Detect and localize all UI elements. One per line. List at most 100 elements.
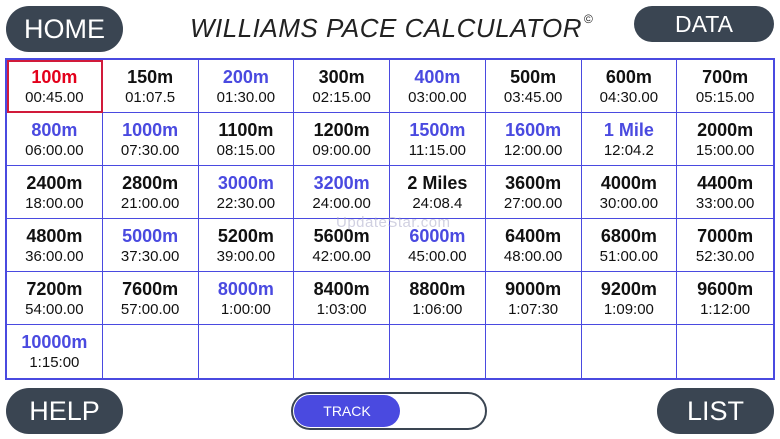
distance-cell[interactable]: 8400m 1:03:00	[294, 272, 390, 325]
distance-label: 3200m	[313, 172, 370, 193]
time-label: 21:00.00	[120, 194, 180, 212]
distance-cell[interactable]: 1500m 11:15.00	[390, 113, 486, 166]
time-label: 07:30.00	[120, 141, 180, 159]
distance-label: 9200m	[600, 278, 657, 299]
time-label: 09:00.00	[312, 141, 371, 159]
distance-cell[interactable]: 7200m 54:00.00	[7, 272, 103, 325]
app-title: WILLIAMS PACE CALCULATOR ©	[190, 12, 610, 44]
time-label: 24:00.00	[312, 194, 371, 212]
distance-cell[interactable]: 2400m 18:00.00	[7, 166, 103, 219]
distance-cell[interactable]: 10000m 1:15:00	[7, 325, 103, 378]
distance-label: 100m	[31, 66, 78, 87]
distance-cell[interactable]: 9200m 1:09:00	[581, 272, 678, 325]
distance-cell[interactable]: 200m 01:30.00	[198, 60, 295, 113]
time-label: 27:00.00	[503, 194, 563, 212]
distance-cell[interactable]: 800m 06:00.00	[7, 113, 103, 166]
distance-label: 4800m	[26, 225, 83, 246]
distance-label: 3600m	[505, 172, 562, 193]
empty-cell	[390, 325, 486, 378]
time-label: 22:30.00	[216, 194, 276, 212]
time-label: 1:15:00	[29, 354, 80, 371]
distance-label: 2400m	[26, 172, 83, 193]
distance-cell[interactable]: 9600m 1:12:00	[677, 272, 773, 325]
distance-label: 6400m	[505, 225, 562, 246]
distance-label: 9600m	[697, 278, 754, 299]
distance-cell[interactable]: 6400m 48:00.00	[485, 219, 582, 272]
time-label: 02:15.00	[312, 88, 371, 106]
distance-cell[interactable]: 6000m 45:00.00	[390, 219, 486, 272]
empty-cell	[199, 325, 295, 378]
empty-cell	[677, 325, 773, 378]
distance-cell[interactable]: 8000m 1:00:00	[198, 272, 295, 325]
time-label: 15:00.00	[695, 141, 755, 159]
data-button[interactable]: DATA	[634, 6, 774, 42]
distance-cell[interactable]: 1000m 07:30.00	[102, 113, 199, 166]
time-label: 33:00.00	[695, 194, 755, 212]
distance-cell[interactable]: 300m 02:15.00	[294, 60, 390, 113]
distance-cell[interactable]: 9000m 1:07:30	[485, 272, 582, 325]
distance-cell[interactable]: 500m 03:45.00	[485, 60, 582, 113]
distance-label: 400m	[414, 66, 461, 87]
empty-cell	[103, 325, 199, 378]
distance-label: 7200m	[26, 278, 83, 299]
distance-label: 6800m	[600, 225, 657, 246]
distance-label: 7000m	[697, 225, 754, 246]
distance-label: 150m	[127, 66, 174, 87]
distance-cell[interactable]: 1600m 12:00.00	[485, 113, 582, 166]
distance-cell[interactable]: 2800m 21:00.00	[102, 166, 199, 219]
time-label: 36:00.00	[25, 247, 84, 265]
empty-cell	[294, 325, 390, 378]
time-label: 37:30.00	[120, 247, 180, 265]
distance-label: 1000m	[122, 119, 179, 140]
distance-label: 5600m	[313, 225, 370, 246]
distance-cell[interactable]: 5200m 39:00.00	[198, 219, 295, 272]
distance-cell[interactable]: 2000m 15:00.00	[677, 113, 773, 166]
distance-label: 200m	[222, 66, 269, 87]
distance-cell[interactable]: 4800m 36:00.00	[7, 219, 103, 272]
distance-cell[interactable]: 3000m 22:30.00	[198, 166, 295, 219]
distance-label: 10000m	[21, 332, 88, 352]
time-label: 51:00.00	[599, 247, 659, 265]
distance-cell[interactable]: 5600m 42:00.00	[294, 219, 390, 272]
time-label: 06:00.00	[25, 141, 84, 159]
distance-cell[interactable]: 5000m 37:30.00	[102, 219, 199, 272]
distance-cell[interactable]: 7600m 57:00.00	[102, 272, 199, 325]
distance-cell[interactable]: 700m 05:15.00	[677, 60, 773, 113]
distance-cell[interactable]: 8800m 1:06:00	[390, 272, 486, 325]
distance-label: 8000m	[217, 278, 274, 299]
distance-cell[interactable]: 1 Mile 12:04.2	[581, 113, 678, 166]
distance-cell[interactable]: 600m 04:30.00	[581, 60, 678, 113]
time-label: 18:00.00	[25, 194, 84, 212]
distance-cell[interactable]: 100m 00:45.00	[7, 60, 103, 113]
distance-cell[interactable]: 400m 03:00.00	[390, 60, 486, 113]
distance-label: 600m	[605, 66, 652, 87]
distance-cell[interactable]: 6800m 51:00.00	[581, 219, 678, 272]
track-toggle[interactable]: TRACK	[291, 392, 487, 430]
distance-cell[interactable]: 2 Miles 24:08.4	[390, 166, 486, 219]
time-label: 12:00.00	[503, 141, 563, 159]
time-label: 08:15.00	[216, 141, 276, 159]
distance-label: 300m	[318, 66, 365, 87]
distance-cell[interactable]: 7000m 52:30.00	[677, 219, 773, 272]
distance-cell[interactable]: 3600m 27:00.00	[485, 166, 582, 219]
time-label: 45:00.00	[408, 247, 467, 265]
distance-cell[interactable]: 1100m 08:15.00	[198, 113, 295, 166]
time-label: 1:12:00	[700, 300, 751, 318]
distance-label: 1500m	[409, 119, 466, 140]
distance-cell[interactable]: 3200m 24:00.00	[294, 166, 390, 219]
time-label: 42:00.00	[312, 247, 371, 265]
distance-cell[interactable]: 4000m 30:00.00	[581, 166, 678, 219]
help-button[interactable]: HELP	[6, 388, 123, 434]
copyright-mark: ©	[583, 12, 594, 26]
distance-label: 5200m	[217, 225, 274, 246]
home-button[interactable]: HOME	[6, 6, 123, 52]
list-button[interactable]: LIST	[657, 388, 774, 434]
distance-label: 500m	[510, 66, 557, 87]
distance-cell[interactable]: 4400m 33:00.00	[677, 166, 773, 219]
track-toggle-knob: TRACK	[294, 395, 400, 427]
time-label: 03:45.00	[503, 88, 563, 106]
time-label: 57:00.00	[120, 300, 180, 318]
distance-cell[interactable]: 150m 01:07.5	[102, 60, 199, 113]
distance-cell[interactable]: 1200m 09:00.00	[294, 113, 390, 166]
distance-label: 2800m	[122, 172, 179, 193]
